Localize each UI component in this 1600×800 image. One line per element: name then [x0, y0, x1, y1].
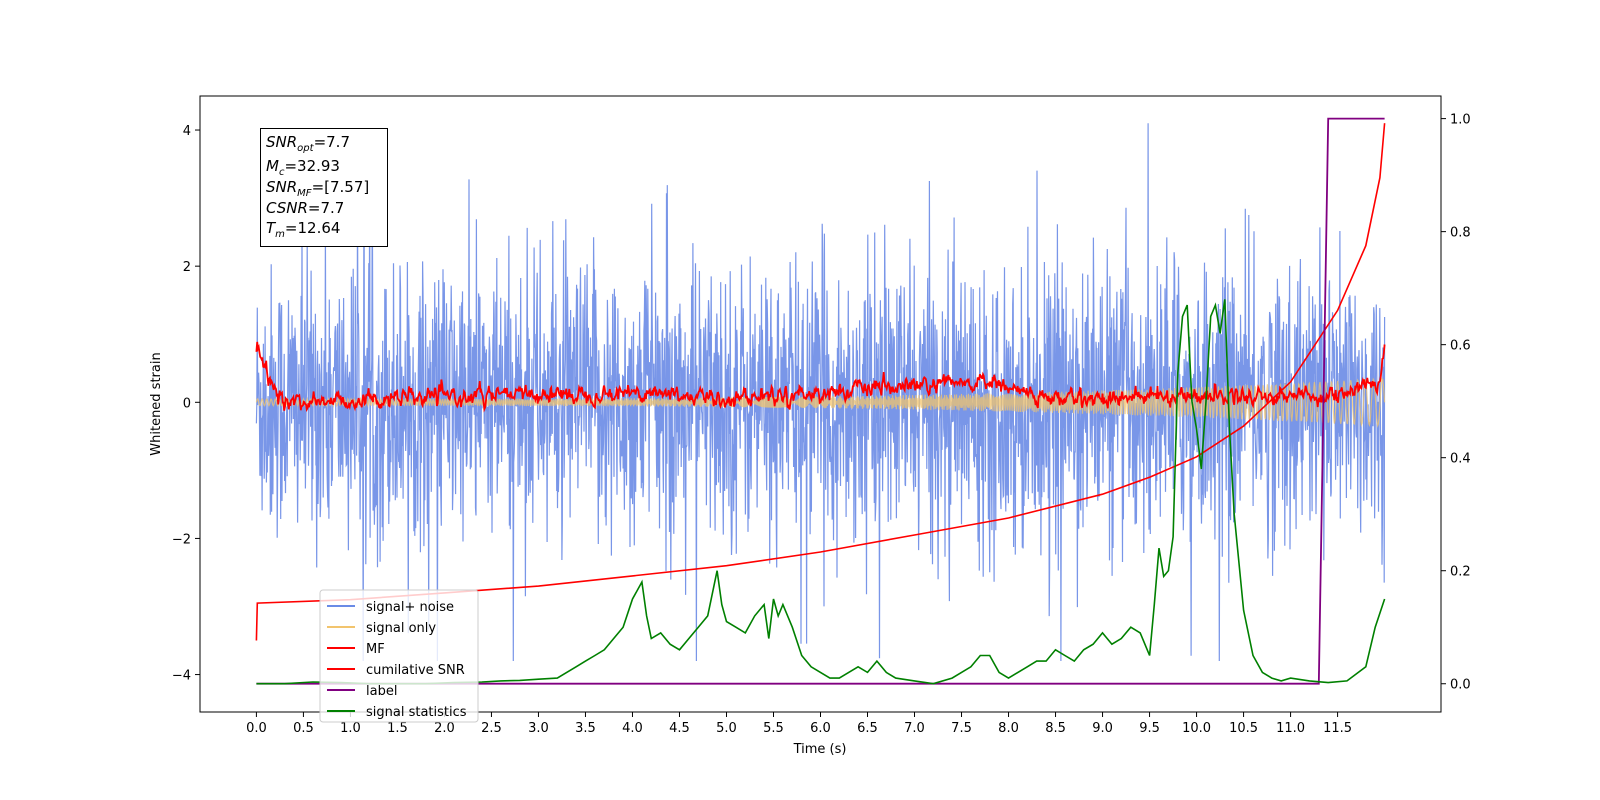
x-tick-label: 0.0: [246, 721, 267, 736]
y2-tick-label: 0.4: [1450, 452, 1471, 467]
x-tick-label: 6.5: [857, 721, 878, 736]
x-tick-label: 6.0: [810, 721, 831, 736]
x-tick-label: 2.5: [481, 721, 502, 736]
annotation-box: SNRopt=7.7 Mc=32.93 SNRMF=[7.57] CSNR=7.…: [260, 128, 388, 247]
y2-tick-label: 1.0: [1450, 113, 1471, 128]
legend-entry: MF: [366, 642, 385, 657]
x-tick-label: 9.0: [1092, 721, 1113, 736]
y2-tick-label: 0.2: [1450, 565, 1471, 580]
x-tick-label: 5.0: [716, 721, 737, 736]
signal-statistics-line: [256, 299, 1386, 685]
y-tick-label: −4: [172, 669, 191, 684]
y-axis-ticks: 4 2 0 −2 −4: [172, 124, 200, 684]
x-tick-label: 8.5: [1045, 721, 1066, 736]
y-tick-label: −2: [172, 532, 191, 547]
x-tick-label: 9.5: [1139, 721, 1160, 736]
x-tick-label: 4.0: [622, 721, 643, 736]
x-axis-label: Time (s): [793, 742, 847, 757]
legend-entry: signal+ noise: [366, 600, 454, 615]
series-mf: [255, 341, 1386, 413]
annotation-mc: Mc=32.93: [266, 157, 340, 178]
legend-entry: label: [366, 684, 397, 699]
y2-axis-ticks: 1.0 0.8 0.6 0.4 0.2 0.0: [1441, 113, 1471, 693]
legend-entry: signal only: [366, 621, 436, 636]
x-tick-label: 11.5: [1323, 721, 1352, 736]
x-tick-label: 4.5: [669, 721, 690, 736]
y2-tick-label: 0.8: [1450, 226, 1471, 241]
y-tick-label: 2: [183, 260, 191, 275]
legend: signal+ noise signal only MF cumilative SNR…: [319, 589, 479, 723]
series-label: [256, 117, 1385, 685]
legend-entry: signal statistics: [366, 705, 467, 720]
x-tick-label: 11.0: [1276, 721, 1305, 736]
x-axis-ticks: 0.0 0.5 1.0 1.5 2.0 2.5 3.0 3.5 4.0 4.5 5.0 5.5 6.0 6…: [246, 712, 1352, 736]
mf-line: [255, 341, 1386, 413]
x-tick-label: 8.0: [998, 721, 1019, 736]
x-tick-label: 1.5: [387, 721, 408, 736]
y2-tick-label: 0.6: [1450, 339, 1471, 354]
x-tick-label: 10.5: [1229, 721, 1258, 736]
y-axis-label: Whitened strain: [149, 352, 164, 455]
annotation-snr-mf: SNRMF=[7.57]: [266, 178, 370, 199]
annotation-tm: Tm=12.64: [266, 219, 341, 240]
x-tick-label: 10.0: [1182, 721, 1211, 736]
x-tick-label: 5.5: [763, 721, 784, 736]
y-tick-label: 4: [183, 124, 191, 139]
x-tick-label: 0.5: [293, 721, 314, 736]
annotation-snr-opt: SNRopt=7.7: [266, 133, 350, 154]
x-tick-label: 7.0: [904, 721, 925, 736]
x-tick-label: 1.0: [340, 721, 361, 736]
y2-tick-label: 0.0: [1450, 678, 1471, 693]
series-signal-statistics: [256, 299, 1386, 685]
legend-box: [319, 589, 479, 723]
label-line: [256, 117, 1385, 685]
y-tick-label: 0: [183, 396, 191, 411]
x-tick-label: 2.0: [434, 721, 455, 736]
x-tick-label: 3.5: [575, 721, 596, 736]
x-tick-label: 3.0: [528, 721, 549, 736]
x-tick-label: 7.5: [951, 721, 972, 736]
legend-entry: cumilative SNR: [366, 663, 465, 678]
annotation-csnr: CSNR=7.7: [266, 199, 345, 217]
